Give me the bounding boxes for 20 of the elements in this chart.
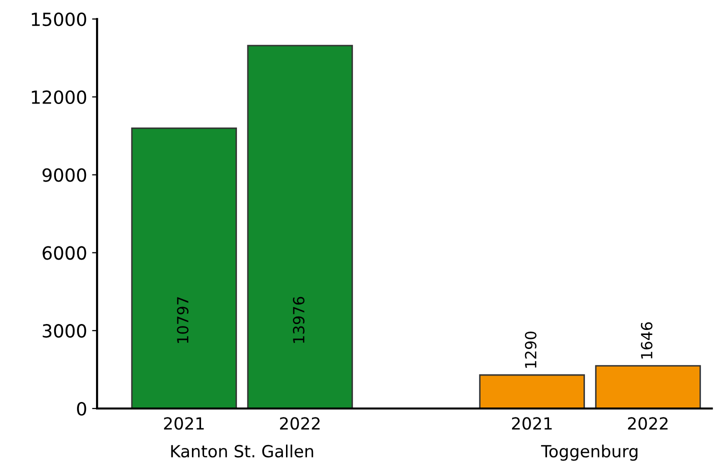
x-tick-label: 2022 [628,417,668,430]
data-label: 13976 [292,296,304,343]
x-tick-label: 2021 [512,417,552,430]
y-tick-label: 3000 [42,324,86,338]
text: Kanton St. Gallen [171,444,314,458]
y-tick-label: 6000 [42,246,86,260]
bar [131,127,237,408]
text: Toggenburg [541,444,638,461]
y-tick-label: 15000 [32,12,86,26]
y-tick-label: 9000 [42,168,86,182]
bar [595,365,701,408]
data-label: 1646 [640,322,652,359]
bar [247,44,353,408]
y-tick-label: 0 [77,402,86,416]
x-tick-label: 2021 [164,417,204,430]
x-tick-label: 2022 [280,417,320,430]
data-label: 10797 [176,297,188,343]
data-label: 1290 [524,332,536,368]
bar [479,374,585,408]
y-tick-label: 12000 [32,90,86,104]
